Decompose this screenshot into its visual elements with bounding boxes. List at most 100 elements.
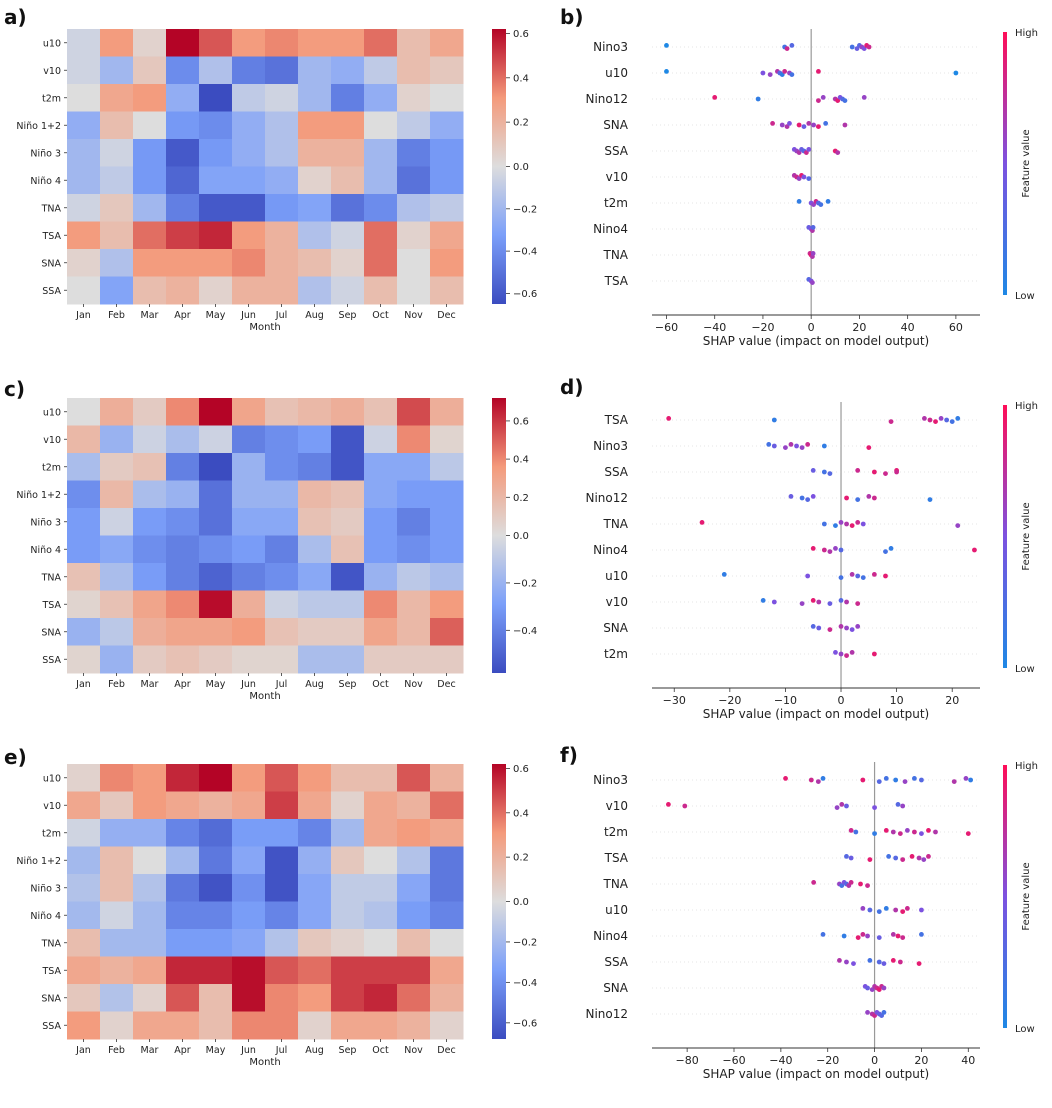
heatmap-cell <box>364 398 398 426</box>
heatmap-cell <box>364 111 398 140</box>
x-tick-label: Aug <box>305 679 324 690</box>
shap-point <box>783 776 788 781</box>
shap-point <box>844 854 849 859</box>
shap-point <box>755 96 761 102</box>
heatmap-cell <box>166 84 200 112</box>
shap-point <box>788 442 794 447</box>
x-tick-label: May <box>206 310 226 321</box>
heatmap-cell <box>364 84 398 112</box>
heatmap-cell <box>133 984 167 1012</box>
x-tick-label: Mar <box>141 1045 159 1056</box>
colorbar-title: Feature value <box>1021 862 1032 930</box>
heatmap-cell <box>100 1011 134 1040</box>
heatmap-cell <box>199 453 233 481</box>
heatmap-cell <box>364 929 398 957</box>
heatmap-cell <box>199 276 233 305</box>
colorbar <box>492 764 506 1039</box>
heatmap-cell <box>397 846 431 875</box>
shap-point <box>881 961 887 966</box>
x-tick-label: 60 <box>949 321 963 334</box>
colorbar-tick-label: 0.6 <box>513 29 529 40</box>
heatmap-cell <box>100 590 134 619</box>
heatmap-cell <box>430 645 464 674</box>
heatmap-cell <box>67 590 101 619</box>
shap-point <box>855 935 861 940</box>
heatmap-panel-e: u10 v10 t2m Niño 1+2 Niño 3 Niño 4 TNA TSA SNA SS… <box>16 764 537 1068</box>
y-tick-label: SSA <box>42 655 61 666</box>
shap-point <box>865 1010 870 1015</box>
x-tick-label: −30 <box>663 694 686 707</box>
shap-point <box>900 803 906 809</box>
shap-point <box>860 521 866 527</box>
heatmap-cell <box>67 535 101 564</box>
feature-label: TSA <box>604 413 629 427</box>
heatmap-cell <box>331 929 365 957</box>
heatmap-cell <box>199 111 233 140</box>
heatmap-cell <box>199 221 233 250</box>
shap-point <box>821 443 827 449</box>
heatmap-cell <box>166 139 200 167</box>
colorbar-tick-label: −0.6 <box>513 1018 537 1029</box>
shap-point <box>895 933 901 939</box>
shap-point <box>808 777 814 783</box>
heatmap-cell <box>265 819 299 847</box>
heatmap-cell <box>430 276 464 305</box>
shap-point <box>881 985 887 991</box>
shap-point <box>838 651 844 657</box>
heatmap-cell <box>100 535 134 564</box>
feature-label: u10 <box>605 66 628 80</box>
shap-point <box>810 225 816 230</box>
y-tick-label: Niño 3 <box>30 883 61 894</box>
heatmap-cell <box>67 194 101 222</box>
shap-point <box>823 121 829 126</box>
heatmap-cell <box>166 453 200 481</box>
y-tick-label: v10 <box>43 435 61 446</box>
shap-point <box>883 471 888 476</box>
shap-point <box>771 443 777 449</box>
heatmap-cell <box>100 645 134 674</box>
shap-point <box>855 497 861 502</box>
shap-point <box>796 122 802 128</box>
heatmap-cell <box>166 590 200 619</box>
shap-point <box>666 802 671 807</box>
x-tick-label: Sep <box>339 1045 357 1056</box>
heatmap-cell <box>265 846 299 875</box>
heatmap-cell <box>397 645 431 674</box>
shap-point <box>894 469 900 475</box>
heatmap-cell <box>67 819 101 847</box>
heatmap-cell <box>232 645 266 674</box>
heatmap-cell <box>364 56 398 85</box>
x-tick-label: Jul <box>275 1045 287 1056</box>
shap-point <box>860 906 866 911</box>
heatmap-cell <box>430 84 464 112</box>
x-axis-label: Month <box>249 322 280 333</box>
shap-panel-f: −80 −60 −40 −20 0 20 40 SHAP value (impact on m… <box>585 761 1038 1081</box>
shap-point <box>855 601 861 606</box>
shap-point <box>861 95 867 100</box>
heatmap-cell <box>100 984 134 1012</box>
colorbar-low-label: Low <box>1015 1024 1035 1035</box>
x-tick-label: Apr <box>174 310 191 321</box>
heatmap-cell <box>67 453 101 481</box>
heatmap-cell <box>397 901 431 930</box>
heatmap-cell <box>298 194 332 222</box>
heatmap-cell <box>331 846 365 875</box>
heatmap-cell <box>166 249 200 277</box>
panel-label-d: d) <box>560 375 583 399</box>
heatmap-cell <box>331 194 365 222</box>
heatmap-cell <box>397 535 431 564</box>
shap-point <box>699 520 705 525</box>
heatmap-cell <box>364 901 398 930</box>
heatmap-cell <box>397 111 431 140</box>
heatmap-cell <box>232 398 266 426</box>
shap-point <box>838 520 844 525</box>
shap-point <box>771 417 777 423</box>
heatmap-cell <box>364 956 398 985</box>
heatmap-cell <box>166 764 200 792</box>
shap-point <box>842 98 848 103</box>
heatmap-cell <box>397 56 431 85</box>
heatmap-cell <box>67 276 101 305</box>
heatmap-cell <box>67 221 101 250</box>
shap-point <box>867 857 873 862</box>
shap-point <box>900 857 906 862</box>
